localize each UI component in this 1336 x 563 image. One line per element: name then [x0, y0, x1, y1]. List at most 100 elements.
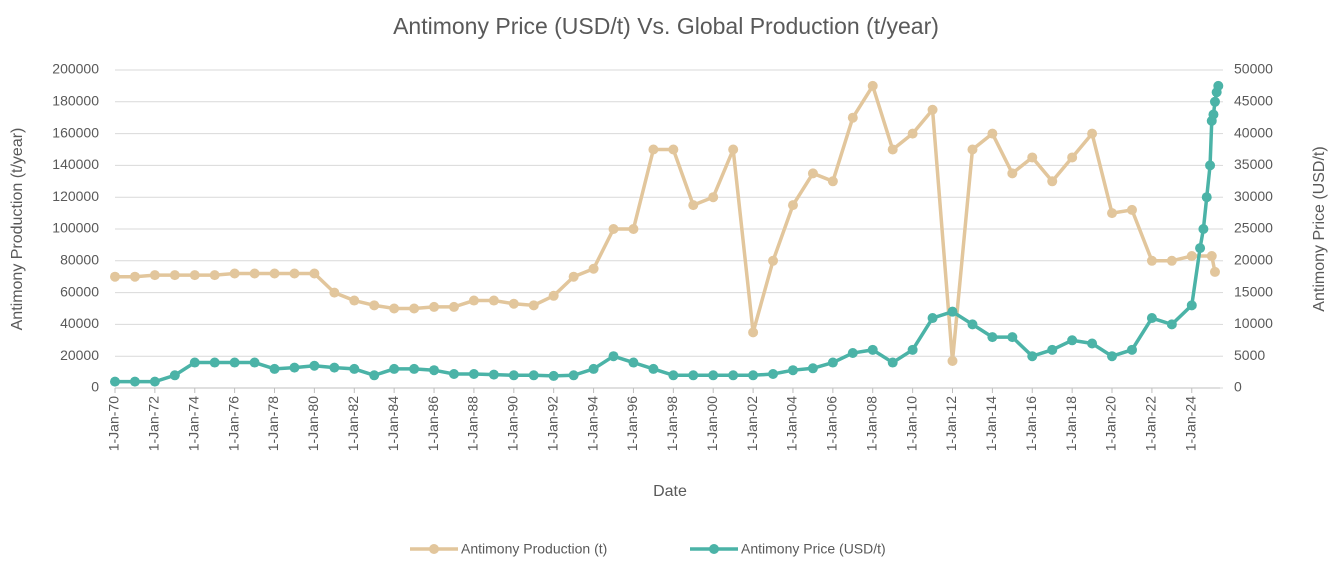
data-point	[429, 365, 440, 376]
y2-tick-label: 45000	[1234, 93, 1273, 109]
data-point	[668, 144, 679, 155]
x-tick-label: 1-Jan-16	[1023, 396, 1039, 451]
data-point	[947, 355, 958, 366]
data-point	[847, 348, 858, 359]
legend-label: Antimony Price (USD/t)	[741, 541, 886, 557]
x-tick-label: 1-Jan-90	[505, 396, 521, 451]
data-point	[768, 255, 779, 266]
data-point	[1146, 255, 1157, 266]
legend-marker	[429, 544, 439, 554]
data-point	[907, 128, 918, 139]
x-tick-label: 1-Jan-08	[863, 396, 879, 451]
x-tick-label: 1-Jan-06	[824, 396, 840, 451]
x-tick-label: 1-Jan-76	[225, 396, 241, 451]
x-tick-label: 1-Jan-84	[385, 396, 401, 451]
data-point	[628, 357, 639, 368]
data-point	[787, 365, 798, 376]
y-tick-label: 100000	[52, 220, 99, 236]
data-point	[289, 268, 300, 279]
data-point	[149, 376, 160, 387]
data-point	[628, 224, 639, 234]
y2-tick-label: 15000	[1234, 283, 1273, 299]
data-point	[349, 363, 360, 374]
data-point	[927, 313, 938, 324]
data-point	[588, 263, 599, 274]
x-tick-label: 1-Jan-74	[185, 396, 201, 451]
data-point	[129, 271, 140, 282]
data-point	[1201, 192, 1212, 203]
data-point	[847, 112, 858, 123]
data-point	[1198, 224, 1209, 234]
x-tick-label: 1-Jan-98	[664, 396, 680, 451]
y2-tick-label: 35000	[1234, 156, 1273, 172]
data-point	[1007, 168, 1018, 179]
data-point	[1213, 80, 1224, 91]
data-point	[189, 357, 200, 368]
x-tick-label: 1-Jan-96	[624, 396, 640, 451]
x-tick-label: 1-Jan-94	[584, 396, 600, 451]
data-point	[867, 344, 878, 355]
y2-tick-label: 10000	[1234, 315, 1273, 331]
data-point	[807, 168, 818, 179]
data-point	[1027, 152, 1038, 163]
data-point	[1107, 351, 1118, 362]
data-point	[768, 369, 779, 380]
data-point	[149, 270, 160, 281]
data-point	[708, 192, 719, 203]
y-tick-label: 180000	[52, 93, 99, 109]
data-point	[1166, 255, 1177, 266]
data-point	[249, 268, 260, 279]
x-tick-label: 1-Jan-86	[425, 396, 441, 451]
data-point	[807, 363, 818, 374]
y2-tick-label: 0	[1234, 379, 1242, 395]
data-point	[209, 270, 220, 281]
data-point	[448, 301, 459, 312]
y-tick-label: 160000	[52, 124, 99, 140]
data-point	[1047, 176, 1058, 187]
data-point	[1186, 251, 1197, 262]
data-point	[608, 224, 619, 234]
x-tick-label: 1-Jan-78	[265, 396, 281, 451]
x-tick-label: 1-Jan-00	[704, 396, 720, 451]
data-point	[588, 363, 599, 374]
data-point	[1126, 204, 1137, 215]
data-point	[389, 363, 400, 374]
y-tick-label: 140000	[52, 156, 99, 172]
x-tick-label: 1-Jan-80	[305, 396, 321, 451]
x-tick-label: 1-Jan-82	[345, 396, 361, 451]
legend-marker	[709, 544, 719, 554]
y-tick-label: 120000	[52, 188, 99, 204]
data-point	[329, 362, 340, 373]
data-point	[229, 357, 240, 368]
data-point	[409, 303, 420, 314]
data-point	[209, 357, 220, 368]
data-point	[369, 370, 380, 381]
x-tick-label: 1-Jan-14	[983, 396, 999, 451]
data-point	[329, 287, 340, 298]
x-tick-label: 1-Jan-70	[106, 396, 122, 451]
data-point	[648, 144, 659, 155]
data-point	[947, 306, 958, 317]
data-point	[728, 370, 739, 381]
data-point	[528, 300, 539, 311]
data-point	[907, 344, 918, 355]
y-axis-title: Antimony Production (t/year)	[9, 128, 26, 331]
series-line	[115, 81, 1217, 362]
data-point	[1208, 109, 1219, 120]
series-line	[115, 85, 1221, 384]
x-tick-label: 1-Jan-02	[744, 396, 760, 451]
chart-title: Antimony Price (USD/t) Vs. Global Produc…	[393, 13, 939, 39]
data-point	[927, 104, 938, 115]
data-point	[748, 370, 759, 381]
data-point	[110, 271, 120, 282]
data-point	[289, 362, 300, 373]
y2-tick-label: 30000	[1234, 188, 1273, 204]
data-point	[508, 370, 519, 381]
data-point	[887, 144, 898, 155]
data-point	[987, 332, 998, 343]
data-point	[488, 295, 499, 306]
data-point	[488, 369, 499, 380]
data-point	[688, 370, 699, 381]
data-point	[309, 360, 320, 371]
